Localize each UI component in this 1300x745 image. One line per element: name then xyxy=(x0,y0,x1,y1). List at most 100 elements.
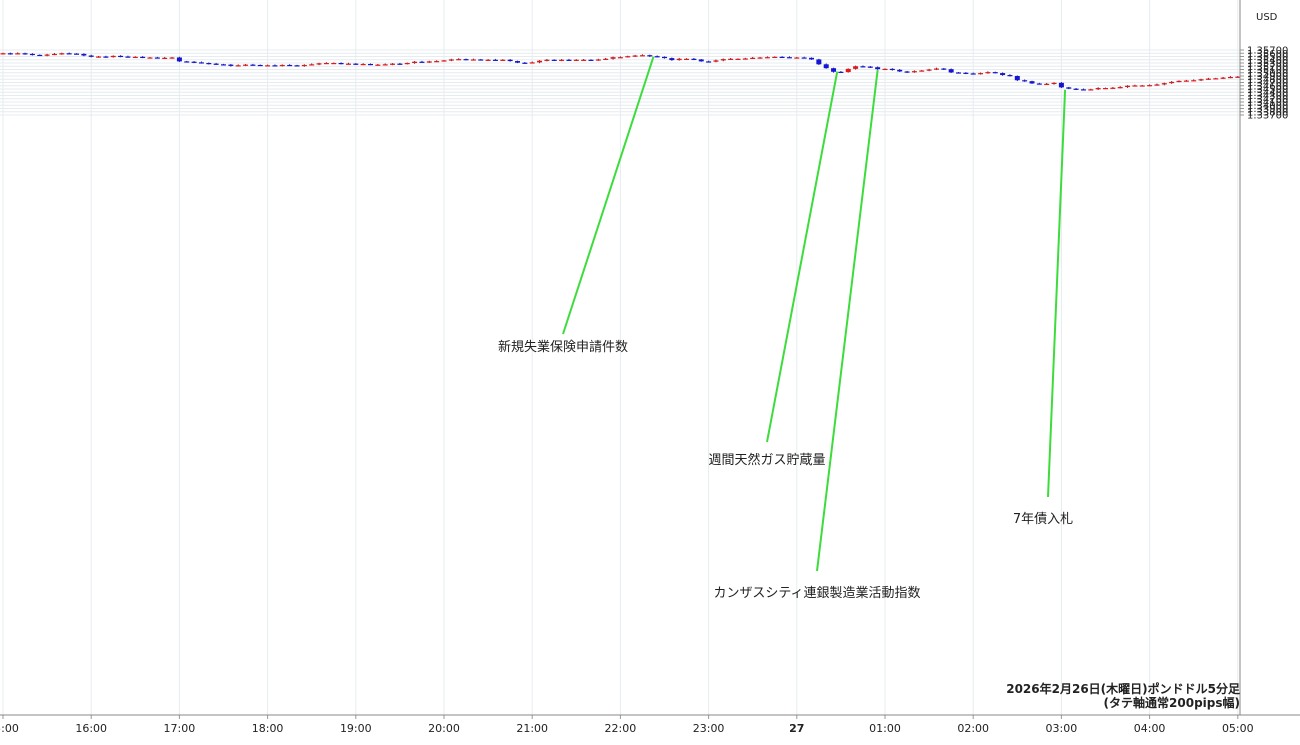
x-tick-label: 19:00 xyxy=(340,722,372,735)
candle-body xyxy=(742,58,748,60)
candle-body xyxy=(522,62,528,64)
candle-body xyxy=(1088,89,1094,91)
candle-body xyxy=(323,63,329,65)
candle xyxy=(1103,87,1108,90)
candle-body xyxy=(345,63,351,65)
y-tick-label: 1.33700 xyxy=(1247,111,1288,122)
candle xyxy=(757,56,763,59)
candle xyxy=(698,58,704,62)
candle-body xyxy=(1000,73,1006,76)
candle-body xyxy=(529,62,535,64)
candle xyxy=(566,58,572,61)
candle xyxy=(1095,87,1101,90)
x-tick-label: 01:00 xyxy=(869,722,901,735)
candle xyxy=(573,59,579,61)
candle xyxy=(331,62,337,65)
candle-body xyxy=(147,57,153,59)
candle xyxy=(1080,88,1086,91)
x-tick-label: 02:00 xyxy=(957,722,989,735)
candle xyxy=(845,68,851,73)
candle-body xyxy=(1213,78,1219,80)
candle-body xyxy=(1117,87,1123,89)
y-tick-label: 1.35100 xyxy=(1247,65,1288,76)
candle-body xyxy=(221,64,226,66)
candle-body xyxy=(37,54,43,57)
candle xyxy=(228,63,234,67)
candle xyxy=(154,56,160,59)
candle-body xyxy=(1169,81,1175,84)
candle-body xyxy=(0,53,6,55)
candle xyxy=(515,60,520,64)
candle-body xyxy=(794,57,800,59)
candle-body xyxy=(845,68,851,73)
candle xyxy=(206,62,212,65)
candle xyxy=(933,67,939,71)
candle xyxy=(595,58,601,61)
candle-body xyxy=(331,63,337,65)
candle xyxy=(1191,79,1197,82)
candle-body xyxy=(309,64,315,66)
y-tick-label: 1.33900 xyxy=(1247,104,1288,115)
candle-body xyxy=(125,56,131,58)
candle-body xyxy=(992,72,998,74)
annotation-leader-line xyxy=(766,71,839,443)
candle-body xyxy=(353,63,359,65)
candle xyxy=(221,63,226,66)
chart-labels: USD 2026年2月26日(木曜日)ポンドドル5分足 (タテ軸通常200pip… xyxy=(1006,12,1277,710)
candle-body xyxy=(463,59,469,61)
candle-body xyxy=(456,59,462,61)
candle xyxy=(1029,80,1035,84)
candle xyxy=(1227,76,1233,79)
candle xyxy=(809,57,814,60)
candle xyxy=(625,55,631,58)
candle-body xyxy=(985,72,991,74)
candle-body xyxy=(1007,75,1013,77)
candle xyxy=(29,53,35,56)
candle xyxy=(1161,82,1167,86)
candle-body xyxy=(228,64,234,66)
candle xyxy=(897,68,903,73)
candle xyxy=(919,70,925,72)
candle-body xyxy=(382,64,388,66)
candle-body xyxy=(1036,83,1042,85)
candle-body xyxy=(610,57,616,59)
candle xyxy=(978,72,984,75)
candle xyxy=(889,68,895,71)
candle xyxy=(742,57,748,60)
candle-body xyxy=(1051,82,1057,85)
candle xyxy=(294,64,300,67)
candle xyxy=(588,59,594,61)
candle xyxy=(360,63,366,66)
candle xyxy=(301,64,307,67)
candle-body xyxy=(500,59,506,61)
candles xyxy=(0,52,1241,91)
candle-body xyxy=(882,68,888,71)
candle xyxy=(88,54,94,58)
candle xyxy=(867,66,873,69)
annotation-leader-line xyxy=(816,69,879,572)
candle-body xyxy=(140,56,146,59)
candle-body xyxy=(632,55,638,57)
candle-body xyxy=(441,60,447,62)
candle-body xyxy=(551,59,557,61)
candle xyxy=(662,56,667,59)
candle xyxy=(397,62,403,65)
candle-body xyxy=(492,59,498,61)
candle-body xyxy=(772,56,778,59)
candle-body xyxy=(154,57,160,59)
candle xyxy=(779,56,785,59)
candle-body xyxy=(287,64,293,67)
candle-body xyxy=(588,59,594,61)
candle-body xyxy=(566,59,572,61)
candle-body xyxy=(911,71,917,73)
candle-body xyxy=(1139,85,1145,87)
candle xyxy=(132,56,138,59)
annotation-label: カンザスシティ連銀製造業活動指数 xyxy=(713,585,920,601)
candle xyxy=(176,56,182,63)
x-tick-label: 04:00 xyxy=(1134,722,1166,735)
candle xyxy=(603,57,609,60)
candle-body xyxy=(676,58,682,61)
candle xyxy=(786,56,792,59)
candle-body xyxy=(875,67,881,70)
